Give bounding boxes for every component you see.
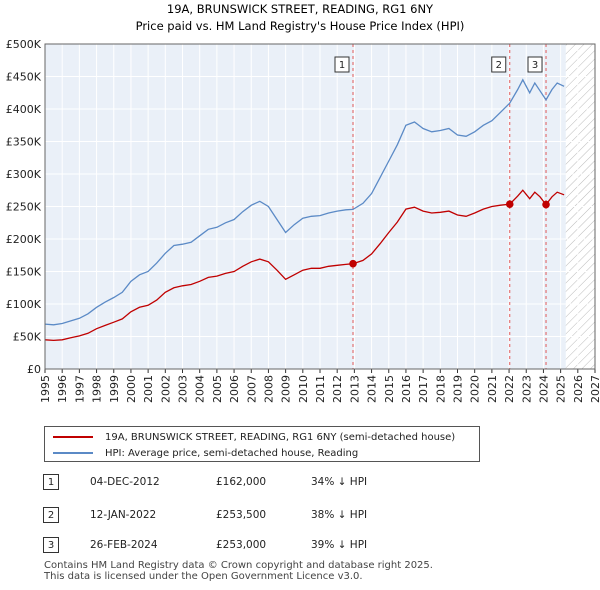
y-tick-label: £350K xyxy=(6,136,42,149)
footer-attribution: Contains HM Land Registry data © Crown c… xyxy=(44,560,433,582)
transaction-row: 3 26-FEB-2024 £253,000 39% ↓ HPI xyxy=(0,536,600,556)
x-tick-label: 2008 xyxy=(262,375,275,403)
transaction-hpi-diff: 39% ↓ HPI xyxy=(311,539,368,551)
y-tick-label: £450K xyxy=(6,71,42,84)
x-tick-label: 2024 xyxy=(537,375,550,403)
sale-label-box xyxy=(334,56,350,73)
transaction-date: 04-DEC-2012 xyxy=(90,476,160,488)
x-tick-label: 2022 xyxy=(503,375,516,403)
sale-point xyxy=(349,259,357,268)
legend-item-hpi: HPI: Average price, semi-detached house,… xyxy=(53,445,358,461)
sale-point xyxy=(542,200,550,209)
sale-point xyxy=(505,200,514,209)
y-tick-label: £200K xyxy=(6,233,42,246)
x-tick-label: 2001 xyxy=(142,375,155,403)
x-tick-label: 2027 xyxy=(589,375,600,403)
legend-swatch-red xyxy=(53,436,93,438)
legend-label-property: 19A, BRUNSWICK STREET, READING, RG1 6NY … xyxy=(105,431,456,443)
y-tick-label: £250K xyxy=(6,201,42,214)
x-tick-label: 1999 xyxy=(108,375,121,403)
transaction-badge: 1 xyxy=(43,474,59,490)
x-tick-label: 2007 xyxy=(245,375,258,403)
x-tick-label: 2015 xyxy=(383,375,396,403)
y-tick-label: £100K xyxy=(6,298,42,311)
x-tick-label: 2020 xyxy=(469,375,482,403)
x-tick-label: 2006 xyxy=(228,375,241,403)
x-tick-label: 1995 xyxy=(39,375,52,403)
x-tick-label: 2018 xyxy=(434,375,447,403)
x-tick-label: 2000 xyxy=(125,375,138,403)
legend: 19A, BRUNSWICK STREET, READING, RG1 6NY … xyxy=(44,426,480,462)
sale-label-box xyxy=(527,56,543,73)
transaction-date: 26-FEB-2024 xyxy=(90,539,158,551)
sale-label-box xyxy=(491,56,507,73)
x-tick-label: 2003 xyxy=(177,375,190,403)
chart-title: 19A, BRUNSWICK STREET, READING, RG1 6NY xyxy=(167,2,434,16)
x-tick-label: 2025 xyxy=(555,375,568,403)
transaction-hpi-diff: 38% ↓ HPI xyxy=(311,509,368,521)
plot-frame xyxy=(44,43,596,370)
plot-area: £0 £50K £100K £150K £200K £250K £300K £350K £400… xyxy=(6,38,600,403)
x-tick-label: 2016 xyxy=(400,375,413,403)
transaction-price: £253,500 xyxy=(216,509,267,521)
x-tick-label: 2023 xyxy=(520,375,533,403)
x-tick-label: 2004 xyxy=(194,375,207,403)
transaction-row: 1 04-DEC-2012 £162,000 34% ↓ HPI xyxy=(0,473,600,493)
y-tick-label: £50K xyxy=(13,331,42,344)
x-tick-label: 1998 xyxy=(91,375,104,403)
y-tick-label: £300K xyxy=(6,168,42,181)
x-tick-label: 2012 xyxy=(331,375,344,403)
legend-item-property: 19A, BRUNSWICK STREET, READING, RG1 6NY … xyxy=(53,429,455,445)
series-line-hpi xyxy=(44,78,565,326)
transaction-row: 2 12-JAN-2022 £253,500 38% ↓ HPI xyxy=(0,506,600,526)
x-tick-label: 1996 xyxy=(56,375,69,403)
x-tick-label: 2009 xyxy=(280,375,293,403)
footer-line: This data is licensed under the Open Gov… xyxy=(44,571,363,582)
y-tick-label: £150K xyxy=(6,266,42,279)
x-tick-label: 2002 xyxy=(159,375,172,403)
x-tick-label: 1997 xyxy=(73,375,86,403)
x-tick-label: 2021 xyxy=(486,375,499,403)
x-tick-label: 2005 xyxy=(211,375,224,403)
price-chart: 19A, BRUNSWICK STREET, READING, RG1 6NY … xyxy=(6,2,600,403)
sale-label: 1 xyxy=(339,60,345,71)
legend-label-hpi: HPI: Average price, semi-detached house,… xyxy=(105,447,359,459)
transaction-date: 12-JAN-2022 xyxy=(90,509,157,521)
x-tick-label: 2019 xyxy=(452,375,465,403)
transaction-badge: 2 xyxy=(43,507,59,523)
x-tick-label: 2017 xyxy=(417,375,430,403)
y-tick-label: £400K xyxy=(6,103,42,116)
x-tick-label: 2026 xyxy=(572,375,585,403)
transaction-hpi-diff: 34% ↓ HPI xyxy=(311,476,368,488)
footer-line: Contains HM Land Registry data © Crown c… xyxy=(44,560,433,571)
transaction-badge: 3 xyxy=(43,537,59,553)
chart-subtitle: Price paid vs. HM Land Registry's House … xyxy=(136,19,465,33)
legend-swatch-blue xyxy=(53,452,93,454)
sale-label: 3 xyxy=(532,60,538,71)
x-tick-label: 2010 xyxy=(297,375,310,403)
x-tick-label: 2013 xyxy=(348,375,361,403)
sale-label: 2 xyxy=(496,60,502,71)
x-tick-label: 2014 xyxy=(366,375,379,403)
x-tick-label: 2011 xyxy=(314,375,327,403)
y-tick-label: £0 xyxy=(27,363,41,376)
series-line-property xyxy=(44,189,565,342)
transaction-price: £253,000 xyxy=(216,539,267,551)
y-tick-label: £500K xyxy=(6,38,42,51)
transaction-price: £162,000 xyxy=(216,476,267,488)
